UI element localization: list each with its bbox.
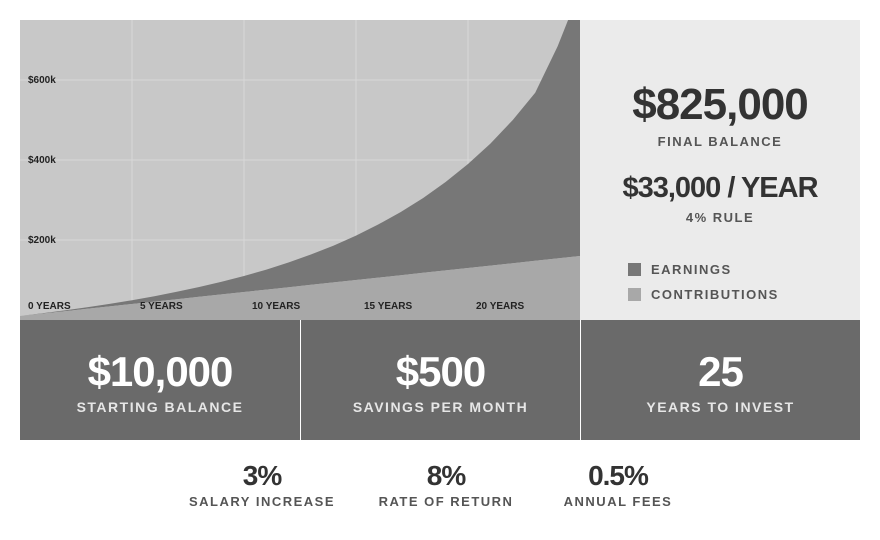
earnings-swatch — [628, 262, 641, 276]
salary-increase-value[interactable]: 3% — [242, 460, 282, 491]
savings-per-month-input[interactable]: $500 SAVINGS PER MONTH — [300, 320, 580, 440]
annual-fees-param[interactable]: 0.5% ANNUAL FEES — [548, 460, 688, 509]
growth-chart: $200k $400k $600k 0 YEARS 5 YEARS 10 YEARS 15 … — [20, 20, 580, 320]
x-tick-label-4: 20 YEARS — [476, 301, 525, 312]
savings-per-month-value[interactable]: $500 — [395, 348, 486, 395]
legend-label-contributions: CONTRIBUTIONS — [651, 286, 779, 302]
contributions-area — [20, 256, 580, 320]
annual-fees-value[interactable]: 0.5% — [588, 460, 649, 491]
salary-increase-param[interactable]: 3% SALARY INCREASE — [180, 460, 344, 509]
starting-balance-input[interactable]: $10,000 STARTING BALANCE — [20, 320, 300, 440]
x-tick-label-0: 0 YEARS — [28, 301, 71, 312]
starting-balance-value[interactable]: $10,000 — [87, 348, 234, 395]
x-tick-label-3: 15 YEARS — [364, 301, 413, 312]
y-tick-label-1: $400k — [28, 155, 56, 166]
contributions-swatch — [628, 287, 641, 301]
years-to-invest-value[interactable]: 25 — [698, 348, 744, 395]
years-to-invest-label: YEARS TO INVEST — [646, 399, 795, 415]
y-tick-label-2: $600k — [28, 75, 56, 86]
earnings-area — [20, 20, 580, 316]
parameters-row: 3% SALARY INCREASE 8% RATE OF RETURN 0.5… — [0, 460, 880, 520]
rate-of-return-label: RATE OF RETURN — [378, 494, 514, 509]
final-balance-value: $825,000 — [632, 80, 809, 129]
summary-panel: $825,000 FINAL BALANCE $33,000 / YEAR 4%… — [580, 20, 860, 320]
chart-legend: EARNINGS CONTRIBUTIONS — [628, 260, 779, 310]
final-balance-label: FINAL BALANCE — [657, 134, 783, 149]
rate-of-return-value[interactable]: 8% — [426, 460, 466, 491]
rate-of-return-param[interactable]: 8% RATE OF RETURN — [364, 460, 528, 509]
annual-withdrawal-value: $33,000 / YEAR — [622, 172, 818, 204]
legend-item-earnings: EARNINGS — [628, 260, 779, 278]
growth-chart-svg: $200k $400k $600k 0 YEARS 5 YEARS 10 YEARS 15 … — [20, 20, 580, 320]
x-tick-label-2: 10 YEARS — [252, 301, 301, 312]
legend-item-contributions: CONTRIBUTIONS — [628, 285, 779, 303]
input-row: $10,000 STARTING BALANCE $500 SAVINGS PE… — [20, 320, 860, 440]
salary-increase-label: SALARY INCREASE — [188, 494, 336, 509]
savings-per-month-label: SAVINGS PER MONTH — [352, 399, 529, 415]
annual-fees-label: ANNUAL FEES — [563, 494, 673, 509]
legend-label-earnings: EARNINGS — [651, 261, 732, 277]
rule-label: 4% RULE — [685, 210, 755, 225]
starting-balance-label: STARTING BALANCE — [76, 399, 244, 415]
x-tick-label-1: 5 YEARS — [140, 301, 183, 312]
y-tick-label-0: $200k — [28, 235, 56, 246]
years-to-invest-input[interactable]: 25 YEARS TO INVEST — [580, 320, 860, 440]
